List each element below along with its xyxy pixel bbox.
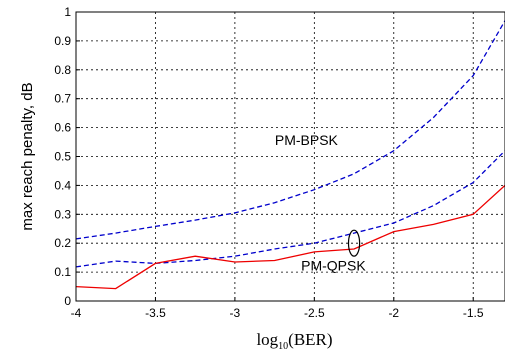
x-axis-label-subscript: 10 <box>278 341 288 352</box>
x-tick-label: -2.5 <box>304 306 325 320</box>
y-tick-label: 0.4 <box>54 178 71 192</box>
x-tick-label: -3.5 <box>145 306 166 320</box>
y-tick-label: 0.6 <box>54 121 71 135</box>
grid <box>76 12 505 301</box>
y-tick-label: 0.3 <box>54 207 71 221</box>
x-axis-label: log10(BER) <box>256 330 332 352</box>
annotation-label: PM-QPSK <box>301 258 366 274</box>
y-axis-label: max reach penalty, dB <box>19 82 36 230</box>
ellipse-marker <box>347 229 361 257</box>
y-tick-label: 0 <box>64 294 71 308</box>
series-line-1 <box>75 20 505 240</box>
series-line-2 <box>75 150 505 268</box>
x-axis-label-suffix: (BER) <box>288 330 332 349</box>
x-tick-label: -4 <box>71 306 82 320</box>
ticks: -4 -3.5 -3 -2.5 -2 -1.5 0 0.1 0.2 0.3 0.4 0.5 0.6 0.7… <box>54 5 484 320</box>
annotation-label: PM-BPSK <box>275 132 339 148</box>
y-tick-label: 0.5 <box>54 150 71 164</box>
x-tick-label: -2 <box>388 306 399 320</box>
y-tick-label: 0.1 <box>54 265 71 279</box>
x-tick-label: -3 <box>230 306 241 320</box>
x-tick-label: -1.5 <box>463 306 484 320</box>
y-tick-label: 1 <box>64 5 71 19</box>
series-layer <box>75 20 505 290</box>
series-line-3 <box>75 184 505 290</box>
x-axis-label-prefix: log <box>256 330 278 349</box>
y-tick-label: 0.7 <box>54 92 71 106</box>
y-tick-label: 0.2 <box>54 236 71 250</box>
annotations: PM-BPSK PM-QPSK <box>275 132 366 274</box>
y-tick-label: 0.9 <box>54 34 71 48</box>
y-tick-label: 0.8 <box>54 63 71 77</box>
